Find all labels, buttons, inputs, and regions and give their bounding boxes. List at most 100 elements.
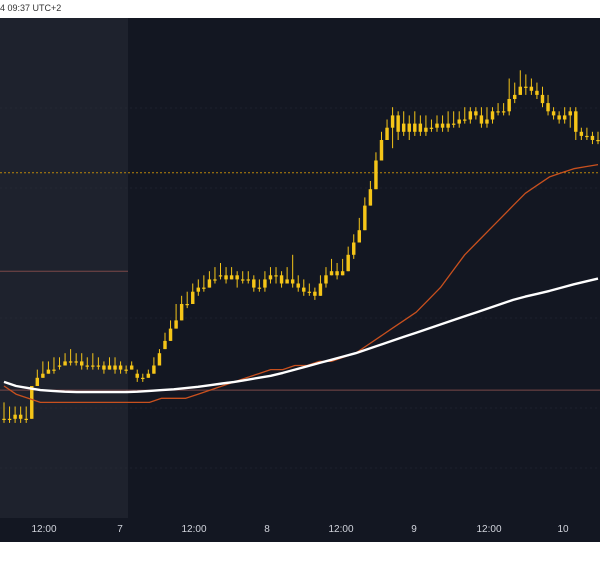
candle-body [302, 287, 306, 292]
candle-body [157, 353, 162, 366]
candle-body [213, 279, 217, 281]
candle-body [96, 365, 101, 367]
candle-body [313, 291, 317, 296]
candle-body [518, 86, 523, 95]
candle-body [274, 275, 278, 277]
candle-body [479, 115, 484, 124]
candle-body [352, 242, 356, 255]
candle-body [396, 115, 400, 132]
candle-body [196, 287, 201, 292]
x-tick-label: 7 [117, 524, 123, 535]
x-tick-label: 9 [411, 524, 417, 535]
candle-body [562, 115, 567, 120]
time-axis[interactable]: 12:00 7 12:00 8 12:00 9 12:00 10 [0, 518, 600, 542]
candle-body [551, 111, 556, 116]
candle-body [535, 90, 539, 95]
slow-moving-average-line [3, 277, 599, 394]
candle-body [124, 369, 128, 371]
candle-body [41, 373, 45, 378]
candle-body [52, 369, 56, 371]
candle-body [468, 111, 473, 120]
candle-body [596, 140, 600, 142]
candle-body [79, 361, 84, 366]
candle-body [279, 275, 284, 284]
candle-body [30, 386, 34, 419]
candle-body [324, 275, 328, 284]
candle-body [85, 365, 89, 367]
candle-body [357, 230, 362, 243]
candle-body [146, 373, 151, 378]
candle-body [463, 119, 467, 121]
candlestick-chart[interactable] [0, 18, 600, 518]
price-chart-pane[interactable] [0, 18, 600, 518]
candle-body [224, 275, 228, 280]
candle-body [141, 377, 145, 379]
candle-body [379, 140, 384, 161]
x-tick-label: 12:00 [476, 524, 502, 535]
candle-body [407, 123, 411, 132]
candle-body [46, 369, 51, 374]
candle-body [63, 361, 67, 366]
timestamp-label: 4 09:37 UTC+2 [0, 3, 62, 13]
candle-body [107, 365, 112, 370]
candle-body [290, 279, 295, 284]
candle-body [574, 111, 578, 132]
candle-body [68, 361, 73, 363]
candle-body [363, 205, 367, 231]
candle-body [529, 86, 534, 91]
x-tick-label: 12:00 [328, 524, 354, 535]
candle-body [129, 365, 134, 370]
candle-body [340, 271, 345, 276]
bottom-margin [0, 542, 600, 566]
candle-body [496, 111, 500, 113]
candle-body [568, 111, 572, 116]
candle-body [13, 414, 17, 419]
candle-body [152, 365, 156, 374]
candle-body [490, 111, 495, 120]
candle-body [229, 275, 234, 280]
candle-body [557, 115, 561, 120]
candle-body [257, 287, 262, 289]
candle-body [296, 283, 300, 288]
candle-body [507, 99, 511, 112]
candle-body [57, 365, 62, 367]
candle-body [335, 271, 339, 276]
candle-body [435, 123, 439, 128]
candle-body [374, 160, 378, 190]
candle-body [168, 328, 173, 341]
candle-body [163, 340, 167, 350]
candle-body [118, 365, 123, 370]
candle-body [246, 279, 250, 281]
candle-body [218, 275, 223, 277]
x-tick-label: 12:00 [181, 524, 207, 535]
candle-body [285, 279, 289, 284]
x-tick-label: 8 [264, 524, 270, 535]
candle-body [446, 123, 450, 128]
candle-body [185, 304, 189, 306]
candle-body [390, 115, 395, 128]
candle-body [191, 291, 195, 304]
candle-body [346, 254, 350, 272]
candle-body [174, 320, 178, 329]
candle-body [74, 361, 78, 363]
candle-body [268, 275, 273, 280]
fast-moving-average-line [3, 163, 599, 404]
candle-body [457, 119, 461, 124]
previous-session-shade [0, 18, 128, 518]
candle-body [102, 365, 106, 370]
candle-body [424, 127, 428, 132]
candle-body [413, 123, 417, 132]
candle-body [240, 279, 245, 281]
candle-body [179, 304, 184, 321]
candle-body [451, 123, 456, 125]
candle-body [546, 103, 550, 112]
candle-body [318, 283, 323, 296]
candle-body [135, 373, 139, 378]
candle-body [18, 414, 23, 419]
x-tick-label: 12:00 [31, 524, 57, 535]
candle-body [368, 189, 373, 206]
candle-body [590, 135, 595, 140]
candle-body [307, 291, 312, 293]
candle-body [418, 123, 423, 132]
